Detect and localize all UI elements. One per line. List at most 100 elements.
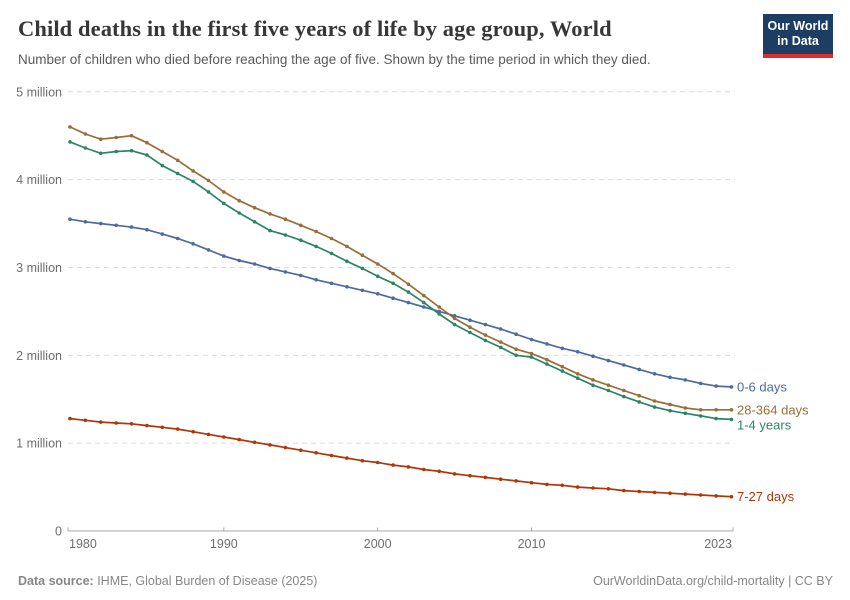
series-point-0-6-days — [283, 270, 288, 274]
series-point-0-6-days — [729, 385, 734, 389]
series-point-1-4-years — [498, 345, 503, 350]
series-point-28-364-days — [498, 340, 503, 344]
series-point-1-4-years — [422, 300, 426, 305]
series-point-1-4-years — [406, 290, 411, 294]
series-point-7-27-days — [191, 429, 195, 434]
footer-citation-link[interactable]: OurWorldinData.org/child-mortality | CC … — [593, 574, 833, 588]
series-point-28-364-days — [175, 158, 180, 163]
owid-logo-line2: in Data — [777, 34, 819, 49]
series-point-28-364-days — [698, 408, 703, 412]
series-point-28-364-days — [591, 378, 595, 382]
series-point-28-364-days — [114, 135, 118, 140]
series-point-7-27-days — [129, 422, 134, 426]
line-chart[interactable]: 0 1 million 2 million 3 million 4 million 5 m… — [0, 0, 850, 560]
series-point-28-364-days — [714, 408, 718, 412]
series-point-1-4-years — [299, 238, 303, 242]
series-label-0-6-days[interactable]: 0-6 days — [737, 379, 787, 394]
series-label-7-27-days[interactable]: 7-27 days — [737, 489, 795, 504]
series-point-1-4-years — [483, 338, 488, 343]
series-point-0-6-days — [299, 273, 303, 278]
series-point-7-27-days — [268, 443, 272, 447]
data-source-text: IHME, Global Burden of Disease (2025) — [93, 574, 318, 588]
series-point-1-4-years — [714, 416, 718, 421]
series-line-1-4-years[interactable] — [69, 141, 732, 421]
series-point-28-364-days — [375, 262, 380, 266]
series-point-28-364-days — [683, 406, 688, 410]
series-point-28-364-days — [529, 351, 534, 356]
series-point-0-6-days — [498, 327, 503, 331]
series-point-1-4-years — [206, 190, 211, 194]
series-point-0-6-days — [406, 300, 411, 305]
series-point-1-4-years — [375, 274, 380, 279]
x-axis-label: 2023 — [704, 537, 732, 551]
series-point-1-4-years — [314, 244, 318, 249]
series-point-7-27-days — [437, 469, 442, 474]
series-point-28-364-days — [360, 253, 365, 257]
series-point-0-6-days — [314, 278, 318, 282]
series-point-28-364-days — [252, 205, 257, 210]
page-title: Child deaths in the first five years of … — [18, 16, 612, 41]
series-label-1-4-years[interactable]: 1-4 years — [737, 417, 792, 432]
series-point-7-27-days — [422, 467, 426, 472]
x-axis-label: 1990 — [210, 537, 238, 551]
series-point-7-27-days — [314, 451, 318, 455]
series-point-0-6-days — [698, 381, 703, 386]
series-point-28-364-days — [206, 178, 211, 183]
series-point-28-364-days — [268, 212, 272, 216]
series-point-7-27-days — [160, 425, 165, 430]
series-point-7-27-days — [68, 416, 72, 421]
series-point-7-27-days — [714, 494, 718, 498]
y-axis-label: 5 million — [16, 85, 62, 99]
series-line-28-364-days[interactable] — [69, 126, 732, 411]
series-point-28-364-days — [437, 305, 442, 309]
series-point-28-364-days — [314, 229, 318, 234]
series-line-7-27-days[interactable] — [69, 417, 732, 498]
series-point-0-6-days — [514, 332, 518, 337]
series-point-28-364-days — [129, 133, 134, 138]
series-line-0-6-days[interactable] — [69, 218, 732, 388]
series-point-7-27-days — [668, 491, 672, 496]
series-point-7-27-days — [468, 473, 472, 478]
series-point-28-364-days — [622, 388, 626, 393]
series-point-0-6-days — [68, 217, 72, 221]
series-point-7-27-days — [729, 494, 734, 499]
series-point-0-6-days — [668, 375, 672, 380]
owid-logo[interactable]: Our World in Data — [763, 14, 833, 58]
series-point-0-6-days — [99, 221, 103, 226]
series-point-7-27-days — [345, 456, 349, 460]
series-point-7-27-days — [529, 480, 534, 485]
series-point-0-6-days — [237, 258, 241, 263]
series-point-1-4-years — [591, 383, 595, 388]
series-point-28-364-days — [83, 132, 88, 136]
series-point-1-4-years — [637, 400, 641, 404]
series-point-0-6-days — [545, 342, 549, 346]
series-point-28-364-days — [637, 393, 641, 398]
series-point-7-27-days — [360, 458, 365, 463]
series-point-7-27-days — [145, 423, 149, 428]
chart-subtitle: Number of children who died before reach… — [18, 52, 651, 67]
series-point-1-4-years — [252, 220, 257, 224]
series-point-7-27-days — [637, 489, 641, 494]
series-point-1-4-years — [175, 171, 180, 176]
data-source: Data source: IHME, Global Burden of Dise… — [18, 574, 317, 588]
series-point-0-6-days — [160, 232, 165, 236]
series-point-7-27-days — [175, 427, 180, 431]
series-point-0-6-days — [268, 266, 272, 271]
series-point-0-6-days — [637, 367, 641, 372]
x-axis-label: 1980 — [69, 537, 97, 551]
series-point-1-4-years — [668, 408, 672, 413]
y-axis-label: 3 million — [16, 261, 62, 275]
series-point-28-364-days — [514, 347, 518, 352]
series-point-1-4-years — [222, 201, 226, 206]
series-point-1-4-years — [560, 369, 565, 373]
series-label-28-364-days[interactable]: 28-364 days — [737, 402, 809, 417]
series-point-0-6-days — [206, 248, 211, 252]
series-point-0-6-days — [529, 337, 534, 342]
series-point-7-27-days — [591, 486, 595, 490]
series-point-1-4-years — [683, 411, 688, 416]
series-point-28-364-days — [652, 399, 657, 403]
series-point-1-4-years — [452, 322, 457, 327]
series-point-0-6-days — [222, 254, 226, 258]
series-point-28-364-days — [422, 293, 426, 298]
series-point-0-6-days — [714, 384, 718, 388]
